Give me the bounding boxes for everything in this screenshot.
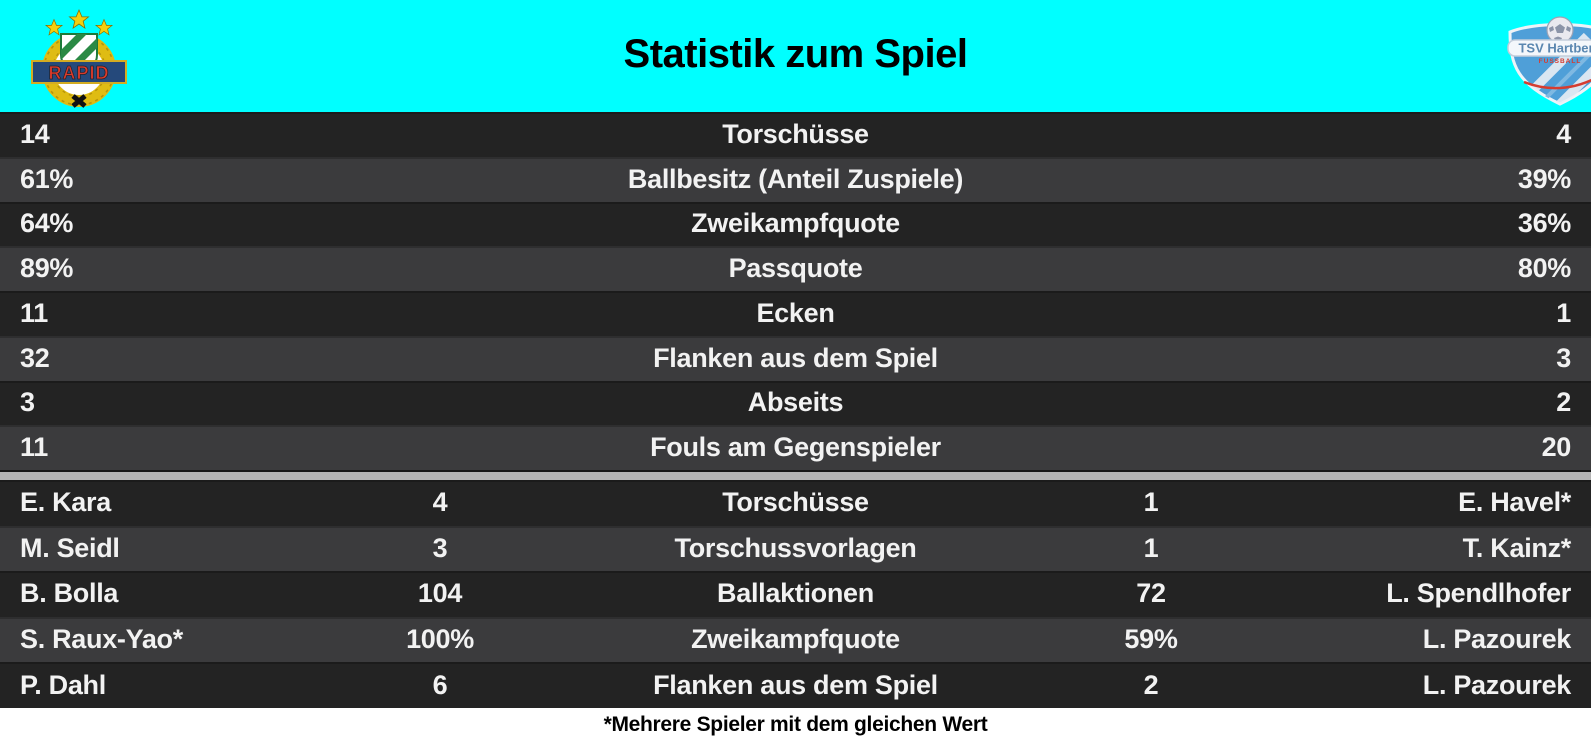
rapid-wien-logo: RAPID — [28, 8, 128, 108]
home-team-value: 89% — [20, 253, 74, 284]
stat-label: Zweikampfquote — [691, 624, 900, 655]
home-player-name: M. Seidl — [20, 532, 120, 563]
rapid-crest-icon: RAPID — [31, 8, 127, 108]
home-player-name: E. Kara — [20, 487, 111, 518]
team-stat-row: 32 Flanken aus dem Spiel 3 — [0, 335, 1591, 381]
home-team-value: 14 — [20, 118, 50, 149]
match-stats-header: RAPID Statistik zum Spiel — [0, 0, 1591, 112]
home-player-value: 104 — [417, 578, 463, 609]
away-player-name: L. Pazourek — [1422, 624, 1572, 655]
away-player-value: 72 — [1136, 578, 1166, 609]
stat-label: Ecken — [756, 297, 835, 328]
away-player-name: E. Havel* — [1458, 487, 1571, 518]
stat-label: Ballaktionen — [717, 578, 874, 609]
away-player-value: 1 — [1143, 487, 1159, 518]
home-team-value: 61% — [20, 163, 74, 194]
away-player-value: 2 — [1143, 669, 1159, 700]
player-stat-row: M. Seidl 3 Torschussvorlagen 1 T. Kainz* — [0, 525, 1591, 572]
home-player-name: P. Dahl — [20, 669, 106, 700]
player-stat-row: E. Kara 4 Torschüsse 1 E. Havel* — [0, 480, 1591, 526]
away-player-name: L. Spendlhofer — [1386, 578, 1571, 609]
footnote-bar: *Mehrere Spieler mit dem gleichen Wert — [0, 708, 1591, 742]
team-stats-table: 14 Torschüsse 4 61% Ballbesitz (Anteil Z… — [0, 112, 1591, 470]
stat-label: Flanken aus dem Spiel — [653, 669, 938, 700]
home-team-value: 11 — [20, 432, 48, 463]
player-stat-row: P. Dahl 6 Flanken aus dem Spiel 2 L. Paz… — [0, 662, 1591, 708]
stat-label: Torschussvorlagen — [674, 532, 917, 563]
stat-label: Fouls am Gegenspieler — [650, 432, 941, 463]
home-team-value: 64% — [20, 208, 74, 239]
page-title: Statistik zum Spiel — [623, 31, 968, 76]
stat-label: Ballbesitz (Anteil Zuspiele) — [627, 163, 964, 194]
away-player-name: T. Kainz* — [1462, 532, 1572, 563]
team-stat-row: 11 Fouls am Gegenspieler 20 — [0, 425, 1591, 470]
player-stats-table: E. Kara 4 Torschüsse 1 E. Havel* M. Seid… — [0, 480, 1591, 708]
home-player-value: 4 — [432, 487, 448, 518]
away-team-value: 3 — [1556, 342, 1571, 373]
team-stat-row: 89% Passquote 80% — [0, 246, 1591, 291]
away-team-value: 1 — [1556, 297, 1571, 328]
rapid-wordmark: RAPID — [48, 63, 109, 83]
stat-label: Zweikampfquote — [691, 208, 900, 239]
section-divider — [0, 470, 1591, 480]
team-stat-row: 11 Ecken 1 — [0, 291, 1591, 336]
footnote-text: *Mehrere Spieler mit dem gleichen Wert — [603, 713, 988, 736]
away-player-name: L. Pazourek — [1422, 669, 1572, 700]
player-stat-row: B. Bolla 104 Ballaktionen 72 L. Spendlho… — [0, 571, 1591, 617]
team-stat-row: 14 Torschüsse 4 — [0, 112, 1591, 157]
hartberg-wordmark: TSV Hartberg — [1518, 41, 1591, 56]
away-team-value: 20 — [1541, 432, 1572, 463]
stat-label: Flanken aus dem Spiel — [653, 342, 938, 373]
away-team-value: 36% — [1517, 208, 1571, 239]
team-stat-row: 3 Abseits 2 — [0, 380, 1591, 426]
away-team-value: 39% — [1517, 163, 1571, 194]
home-team-value: 32 — [20, 342, 50, 373]
team-stat-row: 64% Zweikampfquote 36% — [0, 201, 1591, 247]
home-player-value: 3 — [432, 532, 448, 563]
stat-label: Passquote — [728, 253, 863, 284]
away-team-value: 4 — [1556, 118, 1571, 149]
hartberg-subtext: FUSSBALL — [1539, 58, 1582, 65]
stat-label: Torschüsse — [722, 487, 869, 518]
stat-label: Abseits — [747, 387, 844, 418]
team-stat-row: 61% Ballbesitz (Anteil Zuspiele) 39% — [0, 156, 1591, 202]
away-team-value: 2 — [1556, 387, 1571, 418]
home-player-name: S. Raux-Yao* — [20, 624, 183, 655]
tsv-hartberg-logo: TSV Hartberg FUSSBALL — [1502, 16, 1591, 108]
hartberg-crest-icon: TSV Hartberg FUSSBALL — [1507, 16, 1591, 106]
away-player-value: 1 — [1143, 532, 1159, 563]
home-team-value: 11 — [20, 297, 48, 328]
stat-label: Torschüsse — [722, 118, 869, 149]
away-player-value: 59% — [1124, 624, 1178, 655]
home-player-value: 100% — [406, 624, 474, 655]
home-team-value: 3 — [20, 387, 35, 418]
player-stat-row: S. Raux-Yao* 100% Zweikampfquote 59% L. … — [0, 616, 1591, 663]
home-player-name: B. Bolla — [20, 578, 119, 609]
away-team-value: 80% — [1517, 253, 1571, 284]
home-player-value: 6 — [432, 669, 448, 700]
